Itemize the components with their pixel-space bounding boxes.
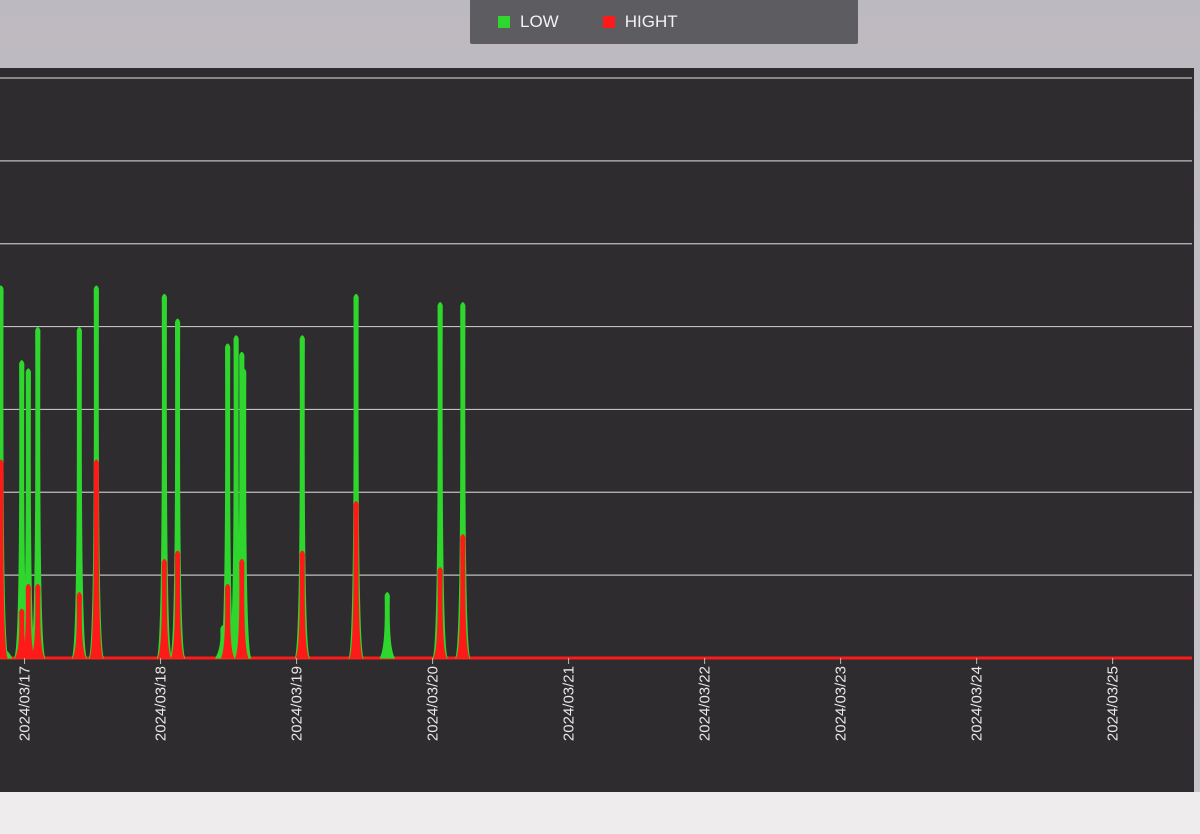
legend-label: LOW (520, 12, 559, 31)
series-spike-hight (456, 534, 470, 659)
series-spike-hight (89, 459, 103, 659)
series-spike-low (432, 302, 448, 659)
series-spike-low (379, 592, 395, 659)
series-spike-low (294, 335, 310, 659)
series-spike-hight (235, 558, 249, 659)
series-spike-hight (221, 583, 235, 659)
series-spike-low (220, 343, 236, 659)
x-tick-label: 2024/03/22 (697, 666, 714, 741)
x-tick-label: 2024/03/24 (969, 666, 986, 741)
legend-swatch (498, 16, 510, 28)
x-tick-label: 2024/03/25 (1105, 666, 1122, 741)
series-spike-low (156, 293, 172, 659)
series-spike-hight (72, 592, 86, 659)
series-spike-hight (349, 500, 363, 659)
series-spike-low (169, 318, 186, 659)
series-spike-low (455, 302, 471, 659)
legend-item-hight[interactable]: HIGHT (602, 12, 678, 32)
series-spike-low (71, 326, 87, 659)
legend-label: HIGHT (624, 12, 678, 31)
x-tick-label: 2024/03/20 (425, 666, 442, 741)
screen-bottom-bezel (0, 792, 1200, 834)
series-spike-hight (0, 459, 8, 659)
series-spike-low (20, 368, 36, 659)
x-tick-label: 2024/03/18 (153, 666, 170, 741)
series-spike-hight (157, 558, 171, 659)
x-tick-label: 2024/03/19 (289, 666, 306, 741)
series-spike-hight (170, 550, 185, 659)
series-spike-hight (31, 583, 45, 659)
legend-swatch (602, 16, 615, 28)
series-spike-hight (21, 583, 35, 659)
chart-svg: 2024/03/17 2024/03/18 2024/03/19 2024/03/20… (0, 77, 1192, 741)
x-tick-label: 2024/03/23 (833, 666, 850, 741)
series-spike-hight (433, 567, 447, 659)
x-tick-label: 2024/03/17 (17, 666, 34, 741)
x-tick-label: 2024/03/21 (561, 666, 578, 741)
series-spike-low (30, 326, 46, 659)
series-spike-hight (295, 550, 309, 659)
plot-area: 2024/03/17 2024/03/18 2024/03/19 2024/03/20… (0, 68, 1194, 792)
series-spike-low (348, 293, 364, 659)
chart-legend: LOW HIGHT (470, 0, 858, 44)
legend-item-low[interactable]: LOW (498, 12, 559, 32)
